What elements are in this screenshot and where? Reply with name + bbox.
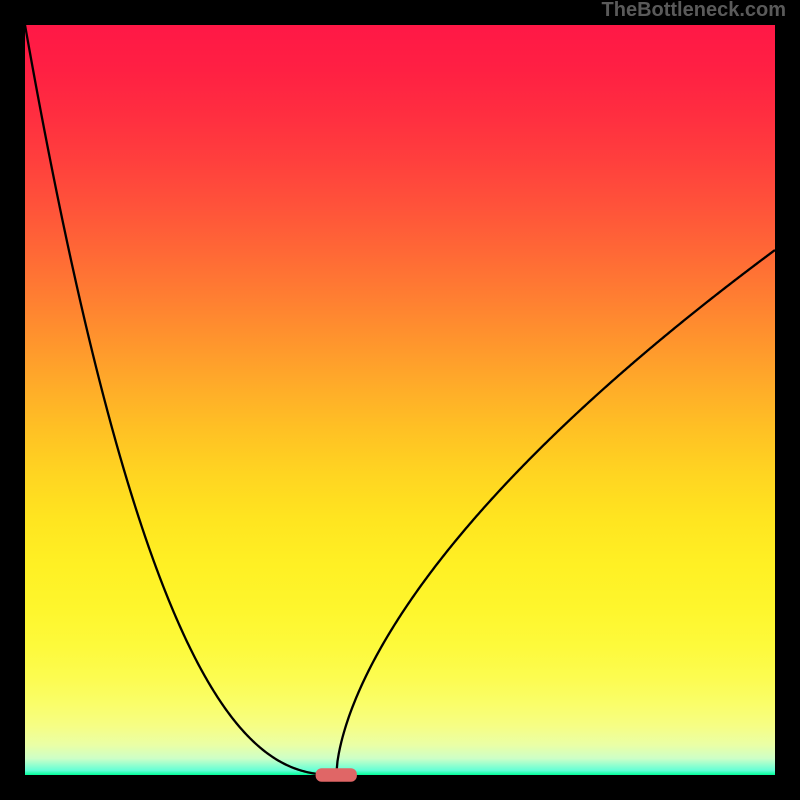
indicator-marker (316, 768, 357, 782)
bottleneck-chart (0, 0, 800, 800)
watermark-text: TheBottleneck.com (602, 0, 786, 22)
chart-container: TheBottleneck.com (0, 0, 800, 800)
plot-background (25, 25, 775, 775)
